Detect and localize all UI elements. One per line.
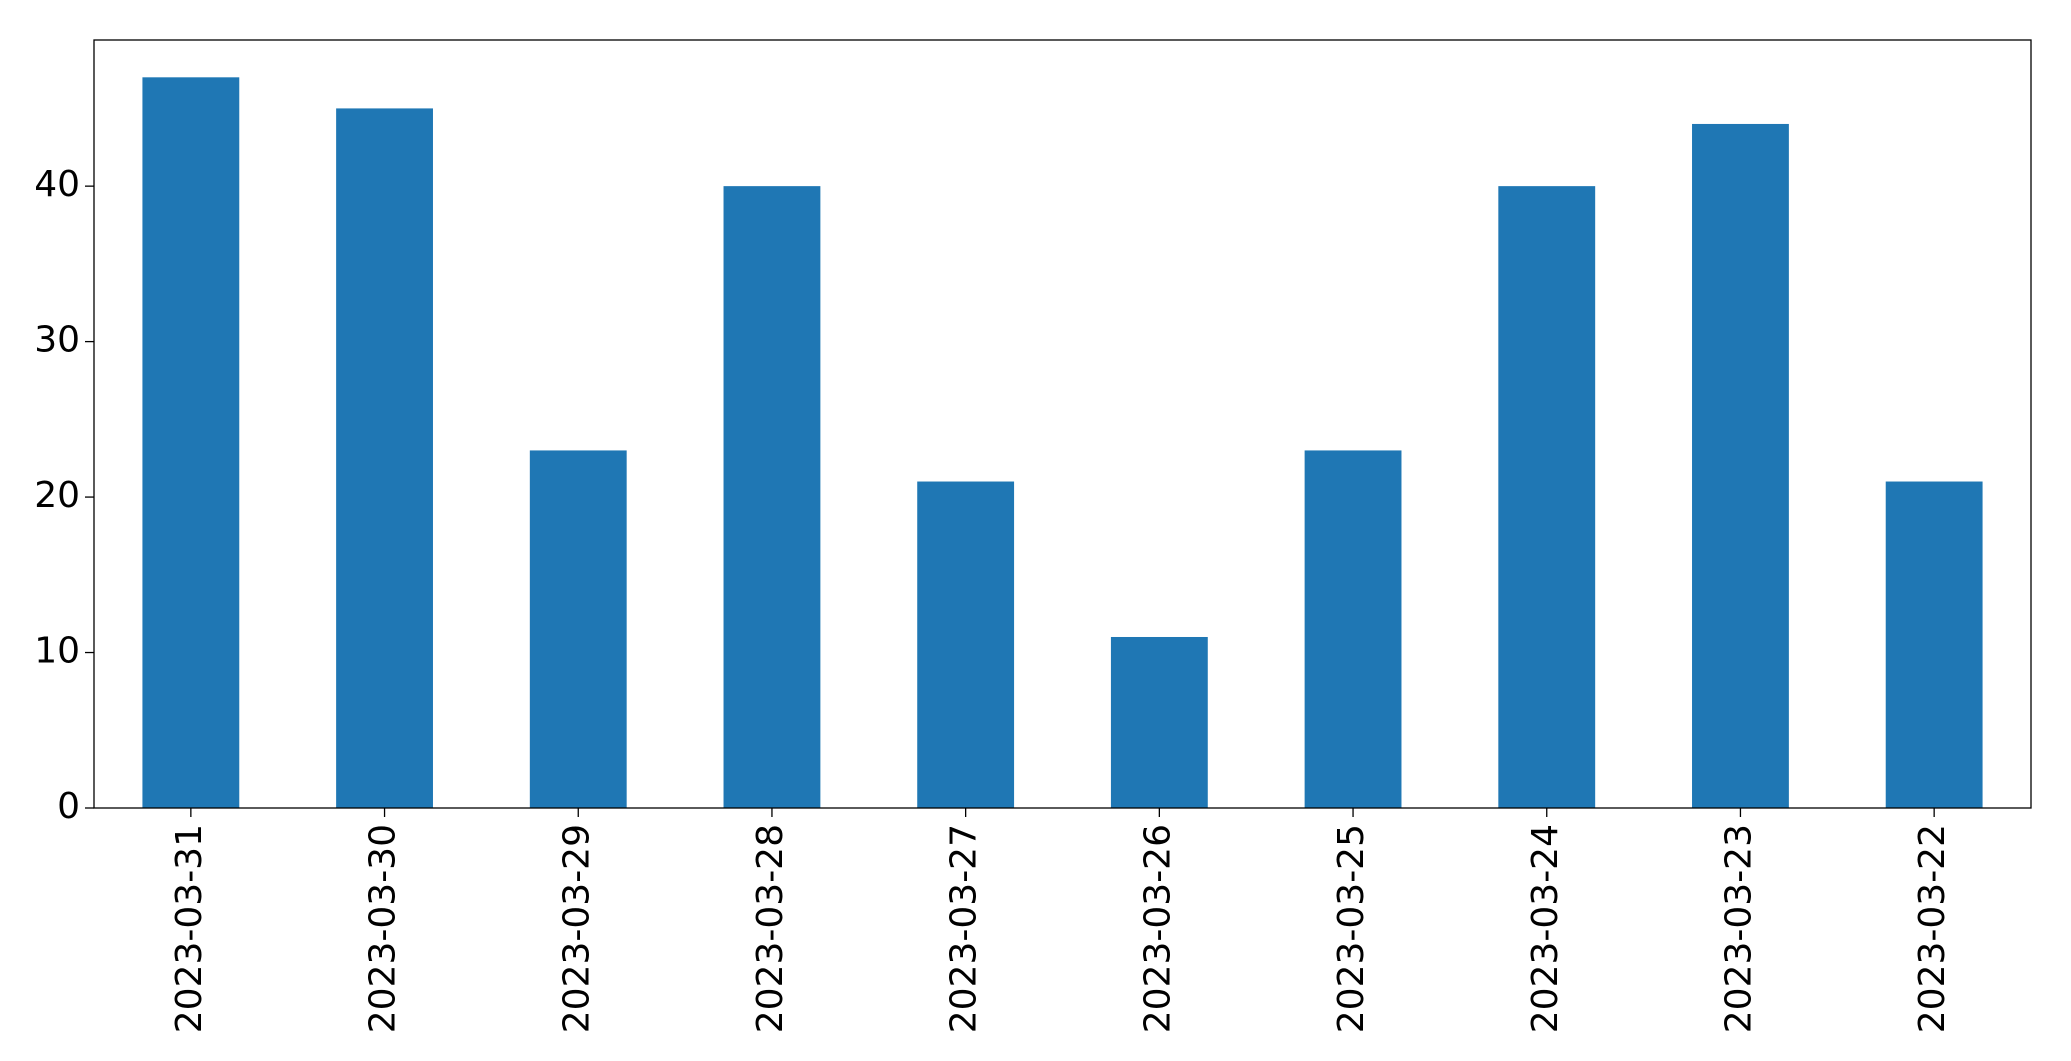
y-tick-label: 20 — [34, 475, 80, 516]
x-tick-label: 2023-03-26 — [1137, 824, 1178, 1033]
x-tick-label: 2023-03-25 — [1331, 824, 1372, 1033]
x-tick-label: 2023-03-31 — [169, 824, 210, 1033]
bar — [142, 77, 240, 808]
bar — [1692, 123, 1789, 808]
x-tick-label: 2023-03-24 — [1525, 824, 1566, 1033]
x-tick-label: 2023-03-23 — [1718, 824, 1759, 1033]
bar — [1304, 450, 1402, 808]
bar — [917, 481, 1015, 808]
y-tick-label: 10 — [34, 631, 80, 672]
bar — [336, 108, 433, 809]
bar — [529, 450, 627, 808]
y-tick-label: 0 — [57, 786, 80, 827]
x-tick-label: 2023-03-22 — [1912, 824, 1953, 1033]
bar — [1498, 186, 1596, 809]
y-tick-label: 40 — [34, 164, 80, 205]
x-tick-label: 2023-03-27 — [944, 824, 985, 1033]
bar — [723, 186, 821, 809]
plot-frame — [93, 39, 2032, 809]
x-tick-label: 2023-03-28 — [750, 824, 791, 1033]
bar — [1110, 636, 1208, 808]
x-tick-label: 2023-03-30 — [363, 824, 404, 1033]
x-tick-label: 2023-03-29 — [556, 824, 597, 1033]
bar — [1885, 481, 1983, 808]
y-tick-label: 30 — [34, 320, 80, 361]
